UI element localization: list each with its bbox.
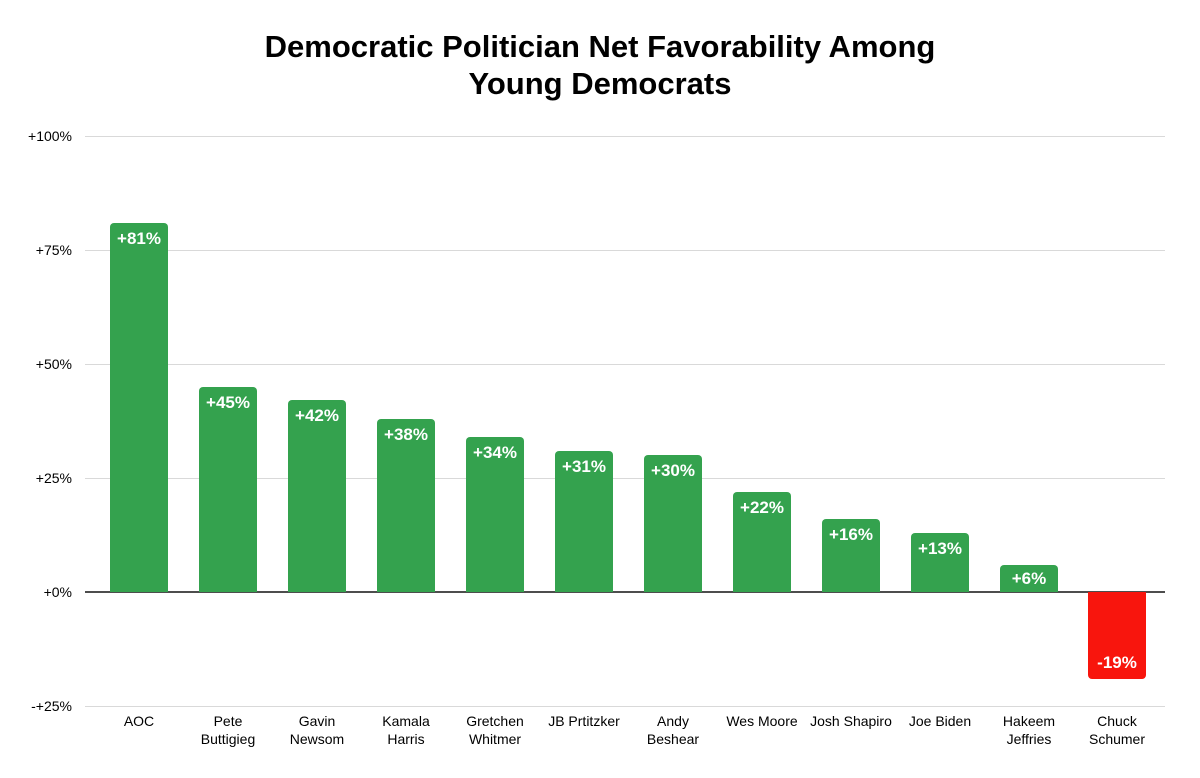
x-tick-label-hakeem-jeffries: Hakeem Jeffries [1002, 713, 1056, 747]
bar-value-label: +6% [1011, 569, 1047, 588]
bar-value-label: +30% [651, 461, 695, 480]
x-tick-label-gavin-newsom: Gavin Newsom [289, 713, 345, 747]
bar-jb-prtitzker [555, 451, 613, 592]
y-tick-label: +0% [43, 584, 72, 600]
x-tick-label-gretchen-whitmer: Gretchen Whitmer [466, 713, 524, 747]
bar-chuck-schumer [1088, 592, 1146, 679]
bar-aoc [110, 223, 168, 592]
x-tick-label-josh-shapiro: Josh Shapiro [810, 713, 892, 729]
chart-title: Democratic Politician Net Favorability A… [0, 28, 1200, 102]
bar-value-label: +31% [562, 457, 606, 476]
gridline [85, 364, 1165, 365]
bar-pete-buttigieg [199, 387, 257, 592]
gridline [85, 706, 1165, 707]
bar-andy-beshear [644, 455, 702, 592]
bar-joe-biden [911, 533, 969, 592]
bar-josh-shapiro [822, 519, 880, 592]
y-tick-label: +75% [35, 242, 72, 258]
x-tick-label-wes-moore: Wes Moore [726, 713, 798, 729]
bar-value-label: +22% [740, 498, 784, 517]
bar-kamala-harris [377, 419, 435, 592]
gridline [85, 478, 1165, 479]
gridline [85, 250, 1165, 251]
bar-value-label: +81% [117, 229, 161, 248]
y-tick-label: +25% [35, 470, 72, 486]
x-tick-label-kamala-harris: Kamala Harris [382, 713, 430, 747]
bar-wes-moore [733, 492, 791, 592]
bar-value-label: +38% [384, 425, 428, 444]
bar-gavin-newsom [288, 400, 346, 592]
gridline [85, 136, 1165, 137]
bar-value-label: +13% [918, 539, 962, 558]
x-tick-label-pete-buttigieg: Pete Buttigieg [200, 713, 256, 747]
y-tick-label: +100% [28, 128, 72, 144]
x-tick-label-aoc: AOC [123, 713, 155, 729]
zero-axis-line [85, 591, 1165, 593]
bar-value-label: +16% [829, 525, 873, 544]
bar-hakeem-jeffries [1000, 565, 1058, 592]
chart-title-line1: Democratic Politician Net Favorability A… [264, 29, 936, 64]
bar-gretchen-whitmer [466, 437, 524, 592]
x-tick-label-joe-biden: Joe Biden [908, 713, 972, 729]
bar-value-label: +45% [206, 393, 250, 412]
bar-value-label: +34% [473, 443, 517, 462]
chart-title-line2: Young Democrats [468, 66, 732, 101]
bar-value-label: +42% [295, 406, 339, 425]
x-tick-label-andy-beshear: Andy Beshear [646, 713, 700, 747]
y-tick-label: -+25% [31, 698, 72, 714]
y-tick-label: +50% [35, 356, 72, 372]
x-tick-label-chuck-schumer: Chuck Schumer [1088, 713, 1146, 747]
bar-value-label: -19% [1097, 653, 1137, 672]
x-tick-label-jb-prtitzker: JB Prtitzker [548, 713, 620, 729]
